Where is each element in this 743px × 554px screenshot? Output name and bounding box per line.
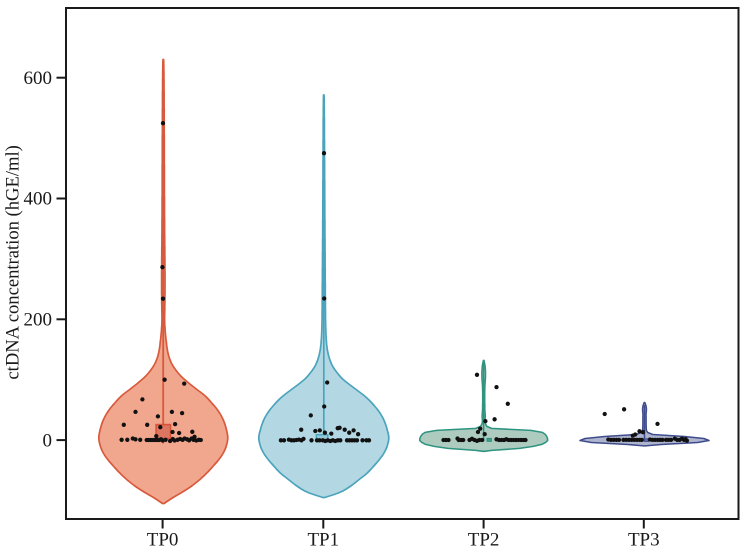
svg-text:ctDNA concentration (hGE/ml): ctDNA concentration (hGE/ml) — [3, 145, 24, 379]
svg-text:TP3: TP3 — [628, 530, 660, 551]
svg-text:TP0: TP0 — [147, 530, 179, 551]
svg-text:600: 600 — [24, 68, 53, 89]
svg-text:200: 200 — [24, 310, 53, 331]
svg-text:0: 0 — [43, 430, 53, 451]
svg-text:TP1: TP1 — [307, 530, 339, 551]
svg-text:TP2: TP2 — [468, 530, 500, 551]
svg-text:400: 400 — [24, 189, 53, 210]
